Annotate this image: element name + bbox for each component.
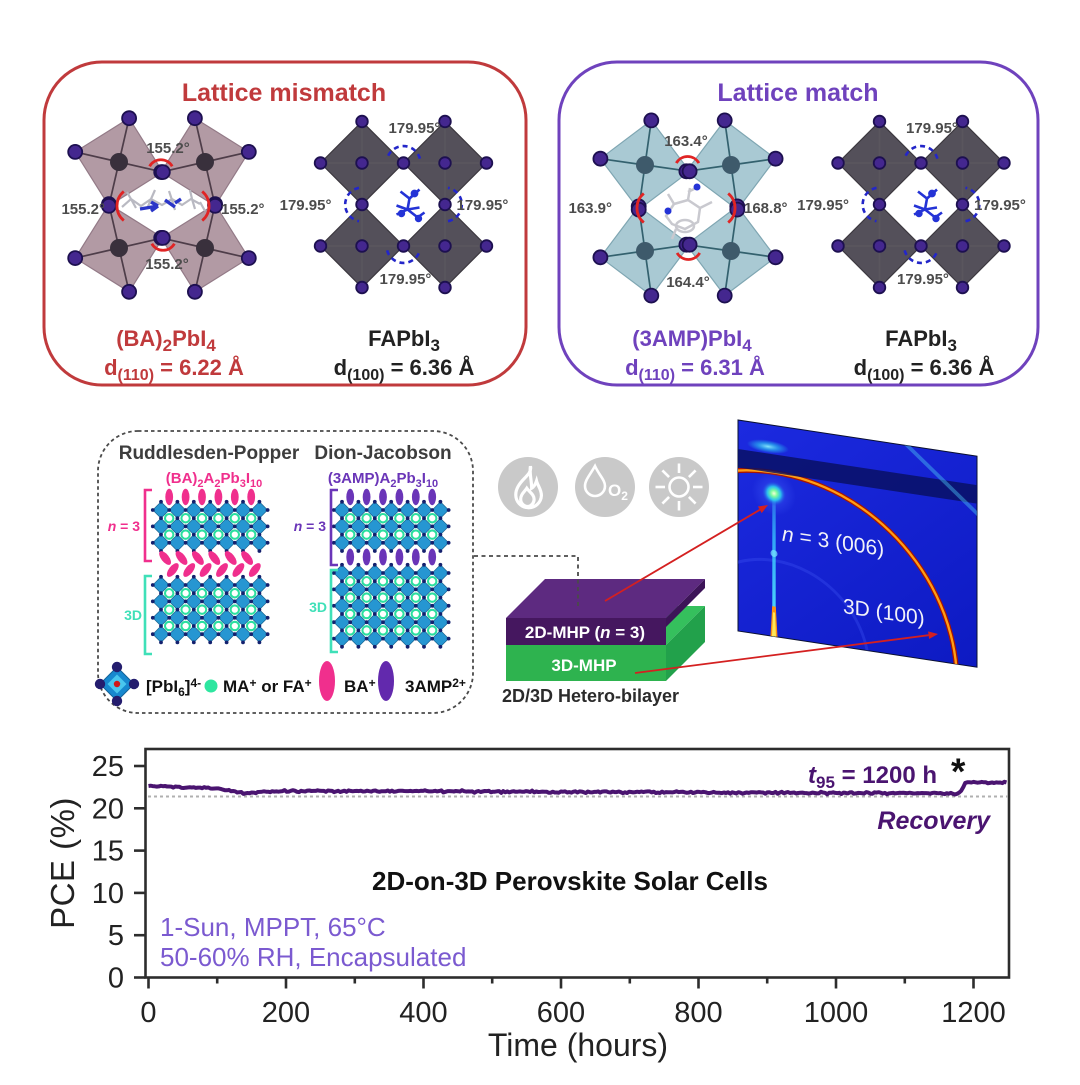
svg-text:(BA)2A2Pb3I10: (BA)2A2Pb3I10 bbox=[166, 470, 262, 490]
svg-text:50-60% RH, Encapsulated: 50-60% RH, Encapsulated bbox=[160, 942, 466, 972]
svg-text:155.2°: 155.2° bbox=[221, 201, 265, 218]
svg-text:0: 0 bbox=[108, 963, 124, 995]
svg-text:155.2°: 155.2° bbox=[61, 201, 105, 218]
svg-text:Time (hours): Time (hours) bbox=[488, 1027, 668, 1063]
svg-text:800: 800 bbox=[674, 997, 722, 1029]
svg-text:Lattice match: Lattice match bbox=[717, 79, 878, 107]
svg-text:164.4°: 164.4° bbox=[666, 274, 710, 291]
svg-text:200: 200 bbox=[262, 997, 310, 1029]
svg-text:25: 25 bbox=[92, 751, 124, 783]
svg-text:Recovery: Recovery bbox=[877, 807, 991, 835]
svg-text:*: * bbox=[951, 751, 966, 792]
svg-text:n = 3: n = 3 bbox=[108, 518, 141, 534]
svg-text:5: 5 bbox=[108, 920, 124, 952]
svg-text:(3AMP)PbI4: (3AMP)PbI4 bbox=[632, 326, 752, 355]
svg-text:400: 400 bbox=[399, 997, 447, 1029]
svg-text:163.4°: 163.4° bbox=[664, 133, 708, 150]
svg-text:Ruddlesden-Popper: Ruddlesden-Popper bbox=[119, 443, 300, 464]
svg-text:2D-MHP (n = 3): 2D-MHP (n = 3) bbox=[525, 623, 645, 642]
svg-text:FAPbI3: FAPbI3 bbox=[885, 326, 957, 355]
svg-text:3AMP2+: 3AMP2+ bbox=[405, 676, 466, 696]
svg-text:MA+ or FA+: MA+ or FA+ bbox=[223, 676, 312, 696]
svg-text:3D: 3D bbox=[124, 607, 142, 623]
svg-text:BA+: BA+ bbox=[344, 676, 376, 696]
svg-text:179.95°: 179.95° bbox=[797, 197, 849, 214]
svg-text:179.95°: 179.95° bbox=[906, 120, 958, 137]
svg-text:n = 3: n = 3 bbox=[294, 518, 327, 534]
svg-text:179.95°: 179.95° bbox=[457, 197, 509, 214]
svg-text:2D/3D Hetero-bilayer: 2D/3D Hetero-bilayer bbox=[502, 686, 679, 706]
svg-text:179.95°: 179.95° bbox=[380, 271, 432, 288]
svg-text:179.95°: 179.95° bbox=[389, 120, 441, 137]
svg-text:179.95°: 179.95° bbox=[280, 197, 332, 214]
svg-text:20: 20 bbox=[92, 793, 124, 825]
svg-text:[PbI6]4-: [PbI6]4- bbox=[146, 676, 201, 699]
svg-text:d(110) = 6.31 Å: d(110) = 6.31 Å bbox=[625, 354, 765, 384]
svg-text:FAPbI3: FAPbI3 bbox=[368, 326, 440, 355]
svg-text:Dion-Jacobson: Dion-Jacobson bbox=[314, 443, 451, 464]
svg-text:(3AMP)A2Pb3I10: (3AMP)A2Pb3I10 bbox=[328, 470, 438, 490]
svg-text:0: 0 bbox=[140, 997, 156, 1029]
svg-text:179.95°: 179.95° bbox=[897, 271, 949, 288]
svg-text:3D: 3D bbox=[309, 599, 327, 615]
svg-text:3D-MHP: 3D-MHP bbox=[551, 656, 616, 675]
svg-text:1-Sun, MPPT, 65°C: 1-Sun, MPPT, 65°C bbox=[160, 912, 386, 942]
svg-text:t95 = 1200 h: t95 = 1200 h bbox=[808, 762, 937, 792]
svg-text:168.8°: 168.8° bbox=[744, 200, 788, 217]
svg-text:600: 600 bbox=[537, 997, 585, 1029]
svg-text:15: 15 bbox=[92, 836, 124, 868]
svg-text:163.9°: 163.9° bbox=[568, 200, 612, 217]
svg-text:179.95°: 179.95° bbox=[974, 197, 1026, 214]
svg-text:155.2°: 155.2° bbox=[146, 140, 190, 157]
svg-text:155.2°: 155.2° bbox=[145, 256, 189, 273]
svg-text:10: 10 bbox=[92, 878, 124, 910]
svg-text:PCE (%): PCE (%) bbox=[44, 797, 81, 929]
svg-text:1000: 1000 bbox=[804, 997, 869, 1029]
svg-text:2D-on-3D Perovskite Solar Cell: 2D-on-3D Perovskite Solar Cells bbox=[372, 866, 768, 896]
svg-text:Lattice mismatch: Lattice mismatch bbox=[182, 79, 386, 107]
svg-text:1200: 1200 bbox=[941, 997, 1006, 1029]
